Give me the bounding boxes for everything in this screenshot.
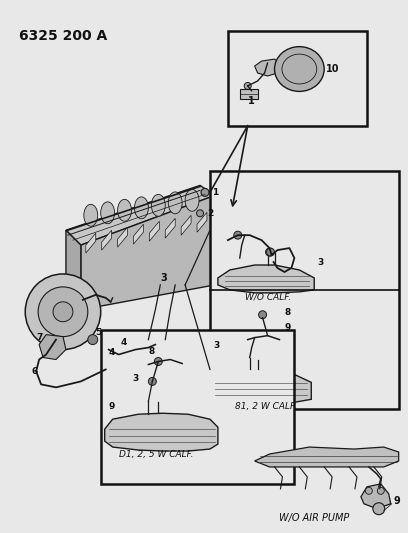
Ellipse shape (118, 199, 131, 221)
Text: 8: 8 (149, 346, 155, 356)
Polygon shape (86, 233, 96, 253)
Ellipse shape (168, 192, 182, 214)
Circle shape (234, 231, 242, 239)
Polygon shape (210, 369, 311, 403)
Polygon shape (133, 224, 144, 244)
Circle shape (53, 302, 73, 322)
Circle shape (244, 83, 251, 90)
Text: 81, 2 W CALF.: 81, 2 W CALF. (235, 402, 297, 411)
Polygon shape (218, 265, 314, 293)
Text: 3: 3 (317, 258, 324, 267)
Polygon shape (118, 227, 128, 247)
Ellipse shape (135, 197, 149, 219)
Polygon shape (149, 221, 159, 241)
Text: 3: 3 (133, 374, 139, 383)
Circle shape (197, 210, 204, 217)
Polygon shape (66, 185, 215, 245)
Polygon shape (102, 230, 112, 250)
Ellipse shape (275, 47, 324, 92)
Text: 8: 8 (284, 308, 290, 317)
Ellipse shape (101, 202, 115, 224)
Circle shape (38, 287, 88, 337)
Ellipse shape (84, 204, 98, 226)
Polygon shape (255, 447, 399, 467)
Circle shape (259, 311, 266, 319)
Text: 4: 4 (121, 337, 127, 346)
Circle shape (88, 335, 98, 345)
Polygon shape (255, 59, 279, 76)
Circle shape (373, 503, 385, 515)
Text: 7: 7 (36, 333, 42, 342)
Polygon shape (66, 230, 81, 310)
Text: 9: 9 (394, 496, 400, 506)
Polygon shape (105, 413, 218, 451)
Text: 5: 5 (96, 328, 102, 337)
Text: 9: 9 (109, 402, 115, 411)
Polygon shape (361, 484, 391, 508)
Polygon shape (197, 212, 207, 232)
Text: 9: 9 (284, 322, 291, 332)
Circle shape (201, 188, 209, 196)
Bar (101, 330, 295, 484)
Text: 3: 3 (160, 273, 167, 283)
Polygon shape (165, 218, 175, 238)
Circle shape (377, 487, 384, 494)
Circle shape (251, 334, 259, 342)
Polygon shape (181, 215, 191, 235)
Text: 1: 1 (212, 188, 218, 197)
Circle shape (366, 487, 373, 494)
Bar (240, 89, 257, 99)
Text: W/O AIR PUMP: W/O AIR PUMP (279, 513, 350, 523)
Text: 6325 200 A: 6325 200 A (19, 29, 108, 43)
Polygon shape (81, 196, 215, 310)
Bar (210, 171, 399, 409)
Circle shape (149, 377, 156, 385)
Ellipse shape (185, 189, 199, 211)
Text: D1, 2, 5 W CALF.: D1, 2, 5 W CALF. (119, 450, 193, 459)
Circle shape (104, 345, 113, 354)
Text: 1: 1 (248, 96, 255, 106)
Text: 2: 2 (207, 209, 213, 218)
Circle shape (266, 248, 273, 256)
Text: 4: 4 (109, 348, 115, 357)
Circle shape (246, 353, 254, 361)
Circle shape (154, 358, 162, 366)
Circle shape (25, 274, 101, 350)
Bar (228, 31, 367, 126)
Polygon shape (39, 335, 66, 360)
Text: 10: 10 (326, 64, 340, 74)
Text: 6: 6 (31, 367, 38, 376)
Circle shape (266, 248, 275, 256)
Text: 3: 3 (213, 341, 219, 350)
Ellipse shape (151, 195, 165, 216)
Text: W/O CALF.: W/O CALF. (245, 293, 291, 302)
